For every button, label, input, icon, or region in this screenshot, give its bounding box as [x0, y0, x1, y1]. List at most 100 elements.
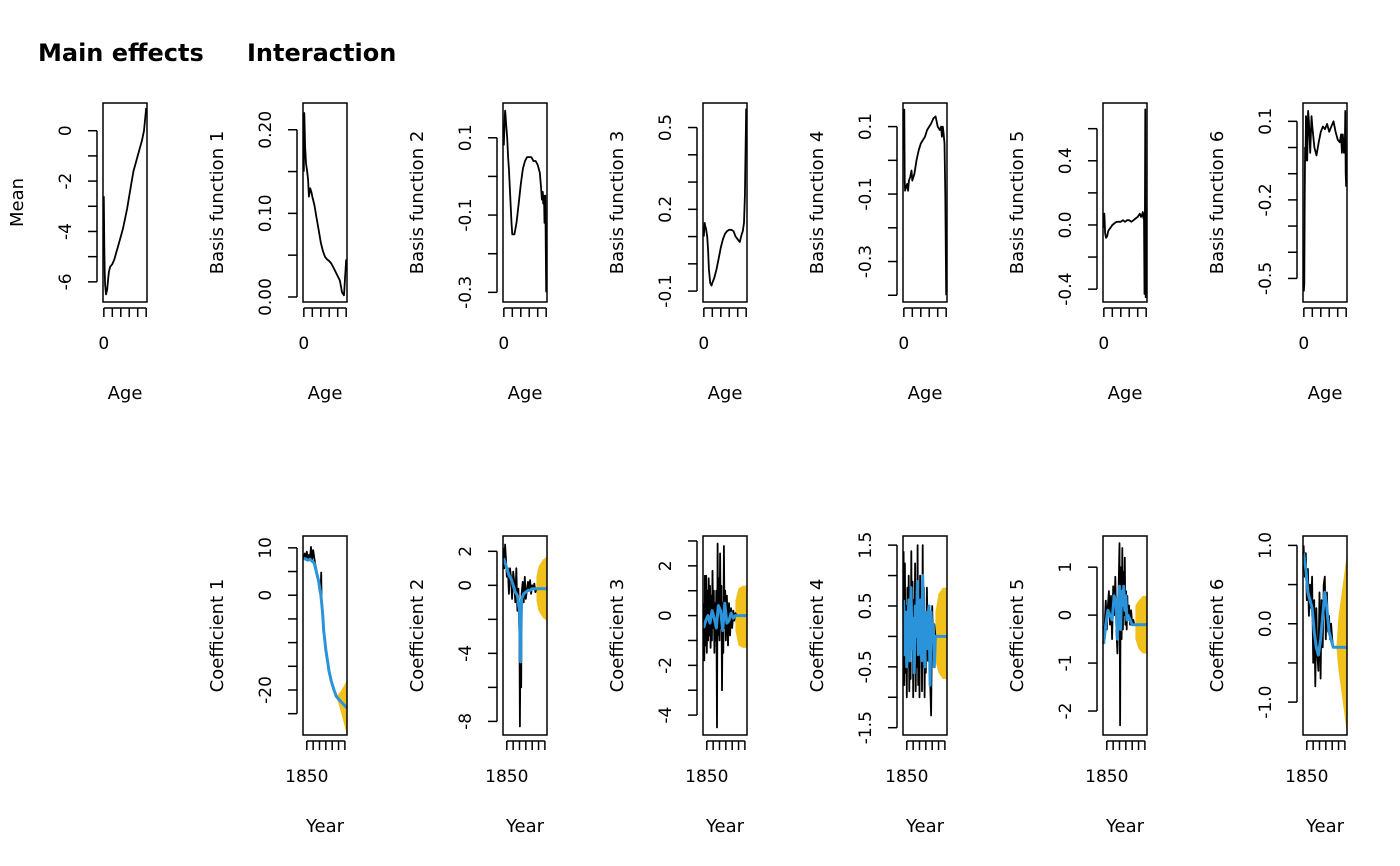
plot-frame	[502, 535, 548, 736]
y-tick-label: -4	[56, 223, 76, 240]
plot-frame	[502, 102, 548, 303]
panel-bottom-2: 1850 -8 -4 0 2 Year Coefficient 2	[407, 535, 548, 837]
series-line-observed	[1302, 110, 1348, 292]
series-line-observed	[502, 109, 548, 293]
plot-frame	[302, 102, 348, 303]
panel-top-2: 0 -0.3 -0.1 0.1 Age Basis function 2	[407, 102, 548, 404]
series-line-observed	[502, 543, 538, 728]
series-line-observed	[702, 542, 738, 729]
x-tick-label: 1850	[1285, 767, 1328, 787]
y-axis-label: Coefficient 6	[1207, 579, 1228, 693]
y-axis-label: Basis function 5	[1007, 131, 1028, 275]
y-tick-label: 0.0	[1256, 610, 1276, 637]
panel-bottom-4: 1850 -1.5 -0.5 0.5 1.5 Year Coefficient 4	[807, 532, 948, 837]
y-tick-label: -0.3	[456, 276, 476, 309]
plot-frame	[902, 102, 948, 303]
y-tick-label: 0.00	[256, 278, 276, 316]
y-axis-label: Basis function 2	[407, 131, 428, 275]
x-axis-label: Year	[505, 816, 545, 837]
x-tick-label: 1850	[485, 767, 528, 787]
x-axis-label: Age	[908, 383, 943, 404]
x-tick-label: 0	[1298, 334, 1309, 354]
panel-bottom-5: 1850 -2 -1 0 1 Year Coefficient 5	[1007, 535, 1148, 837]
series-line-observed	[302, 112, 348, 297]
y-tick-label: 0	[456, 580, 476, 591]
y-axis-label: Coefficient 1	[207, 579, 228, 693]
y-axis-label: Basis function 3	[607, 131, 628, 275]
y-tick-label: -0.2	[1256, 183, 1276, 216]
y-tick-label: -0.5	[856, 650, 876, 683]
series-line-observed	[302, 546, 338, 698]
y-axis-label: Coefficient 4	[807, 579, 828, 693]
prediction-interval	[336, 680, 347, 735]
y-tick-label: 0.4	[1056, 147, 1076, 174]
y-tick-label: -1.5	[856, 711, 876, 744]
y-tick-label: 2	[656, 560, 676, 571]
x-axis-label: Age	[108, 383, 143, 404]
plot-frame	[302, 535, 348, 736]
y-tick-label: -0.4	[1056, 273, 1076, 306]
y-tick-label: -20	[256, 676, 276, 704]
y-axis-label: Basis function 6	[1207, 131, 1228, 275]
x-tick-label: 0	[298, 334, 309, 354]
series-line-observed	[102, 107, 148, 296]
y-axis-label: Coefficient 5	[1007, 579, 1028, 693]
panel-top-5: 0 -0.4 0.0 0.4 Age Basis function 5	[1007, 102, 1148, 404]
series-line-fitted	[502, 557, 537, 664]
y-tick-label: -0.1	[856, 177, 876, 210]
x-tick-label: 1850	[885, 767, 928, 787]
y-tick-label: 0.1	[1256, 108, 1276, 135]
y-tick-label: -1	[1056, 655, 1076, 672]
series-line-forecast	[335, 695, 349, 710]
y-tick-label: 0.1	[856, 113, 876, 140]
y-tick-label: -8	[456, 713, 476, 730]
x-axis-label: Age	[308, 383, 343, 404]
x-tick-label: 1850	[285, 767, 328, 787]
panel-top-4: 0 -0.3 -0.1 0.1 Age Basis function 4	[807, 102, 948, 404]
x-axis-label: Year	[705, 816, 745, 837]
y-tick-label: 0	[256, 590, 276, 601]
y-axis-label: Coefficient 3	[607, 579, 628, 693]
y-tick-label: -1.0	[1256, 686, 1276, 719]
y-tick-label: -4	[456, 645, 476, 662]
x-axis-label: Age	[508, 383, 543, 404]
title-clip-mask	[203, 30, 239, 74]
series-line-fitted	[303, 556, 338, 698]
y-tick-label: 0.0	[1056, 211, 1076, 238]
x-tick-label: 0	[1098, 334, 1109, 354]
x-tick-label: 0	[898, 334, 909, 354]
plot-frame	[102, 102, 148, 303]
plot-frame	[1302, 535, 1348, 736]
x-axis-label: Age	[1308, 383, 1343, 404]
x-axis-label: Age	[708, 383, 743, 404]
interaction-title: Interaction	[247, 39, 396, 67]
y-tick-label: 0.10	[256, 194, 276, 232]
y-tick-label: -0.1	[456, 198, 476, 231]
y-axis-label: Basis function 4	[807, 131, 828, 275]
main-effects-title: Main effects	[38, 39, 204, 67]
series-line-observed	[1302, 545, 1337, 688]
plot-frame	[1302, 102, 1348, 303]
y-tick-label: -2	[656, 657, 676, 674]
plot-frame	[902, 535, 948, 736]
y-tick-label: 10	[256, 537, 276, 559]
y-tick-label: -0.3	[856, 245, 876, 278]
prediction-interval	[935, 587, 947, 679]
x-axis-label: Year	[905, 816, 945, 837]
y-tick-label: 0.2	[656, 196, 676, 223]
series-line-observed	[702, 108, 748, 287]
panel-bottom-6: 1850 -1.0 0.0 1.0 Year Coefficient 6	[1207, 532, 1348, 837]
series-line-fitted	[702, 601, 737, 632]
x-axis-label: Year	[305, 816, 345, 837]
plot-frame	[702, 535, 748, 736]
y-axis-label: Mean	[7, 178, 28, 227]
x-axis-label: Year	[1105, 816, 1145, 837]
y-tick-label: 0	[656, 610, 676, 621]
series-line-observed	[1102, 108, 1148, 299]
panel-top-1: 0 0.00 0.10 0.20 Age Basis function 1	[207, 102, 348, 404]
plot-frame	[1102, 102, 1148, 303]
y-tick-label: 0	[56, 125, 76, 136]
y-tick-label: -0.1	[656, 275, 676, 308]
x-tick-label: 1850	[685, 767, 728, 787]
